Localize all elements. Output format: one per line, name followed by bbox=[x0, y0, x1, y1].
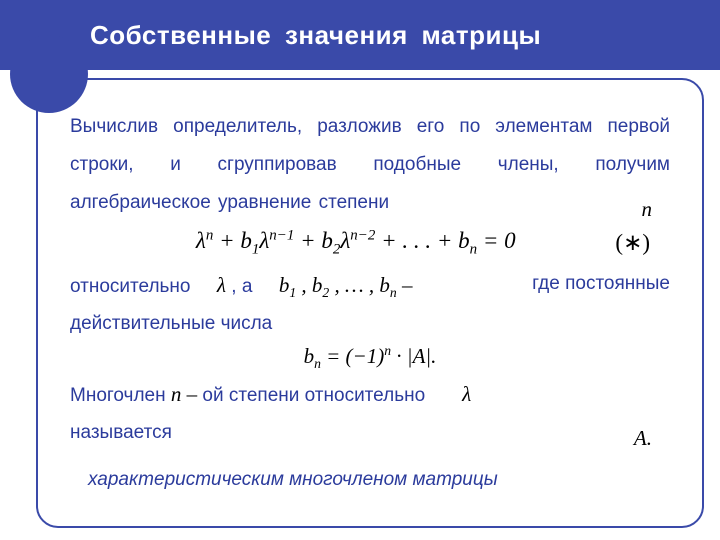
text-poly-pre: Многочлен bbox=[70, 385, 171, 406]
text-relative-pre: относительно bbox=[70, 276, 196, 297]
footer-definition: характеристическим многочленом матрицы bbox=[70, 469, 670, 491]
text-poly-mid: ой степени относительно bbox=[202, 385, 430, 406]
formula-bn: bn = (−1)n · |A|. bbox=[70, 344, 670, 369]
text-called: называется bbox=[70, 422, 172, 443]
line-real-numbers: действительные числа bbox=[70, 306, 670, 342]
n-degree: n – bbox=[171, 382, 197, 406]
content-card: Вычислив определитель, разложив его по э… bbox=[36, 78, 704, 528]
paragraph-intro-text: Вычислив определитель, разложив его по э… bbox=[70, 116, 670, 213]
characteristic-equation-row: λn + b1λn−1 + b2λn−2 + . . . + bn = 0 (∗… bbox=[70, 228, 670, 258]
lambda-symbol: λ bbox=[217, 273, 226, 297]
line-called: называется A. bbox=[70, 415, 670, 451]
title-bar: Собственные значения матрицы bbox=[0, 0, 720, 70]
paragraph-intro: Вычислив определитель, разложив его по э… bbox=[70, 108, 670, 222]
line-polynomial: Многочлен n – ой степени относительно λ bbox=[70, 375, 670, 415]
text-relative-mid: , а bbox=[231, 276, 257, 297]
slide-title: Собственные значения матрицы bbox=[90, 20, 541, 51]
coefficients-list: b1 , b2 , … , bn – bbox=[279, 273, 413, 297]
line-relative: относительно λ , а b1 , b2 , … , bn – гд… bbox=[70, 266, 670, 306]
equation-label: (∗) bbox=[615, 230, 650, 256]
matrix-A-symbol: A. bbox=[634, 419, 652, 459]
degree-n-symbol: n bbox=[642, 188, 653, 230]
circle-accent bbox=[10, 35, 88, 113]
characteristic-equation: λn + b1λn−1 + b2λn−2 + . . . + bn = 0 bbox=[196, 228, 516, 254]
lambda-symbol-2: λ bbox=[462, 382, 471, 406]
text-relative-post: где постоянные bbox=[532, 266, 670, 306]
